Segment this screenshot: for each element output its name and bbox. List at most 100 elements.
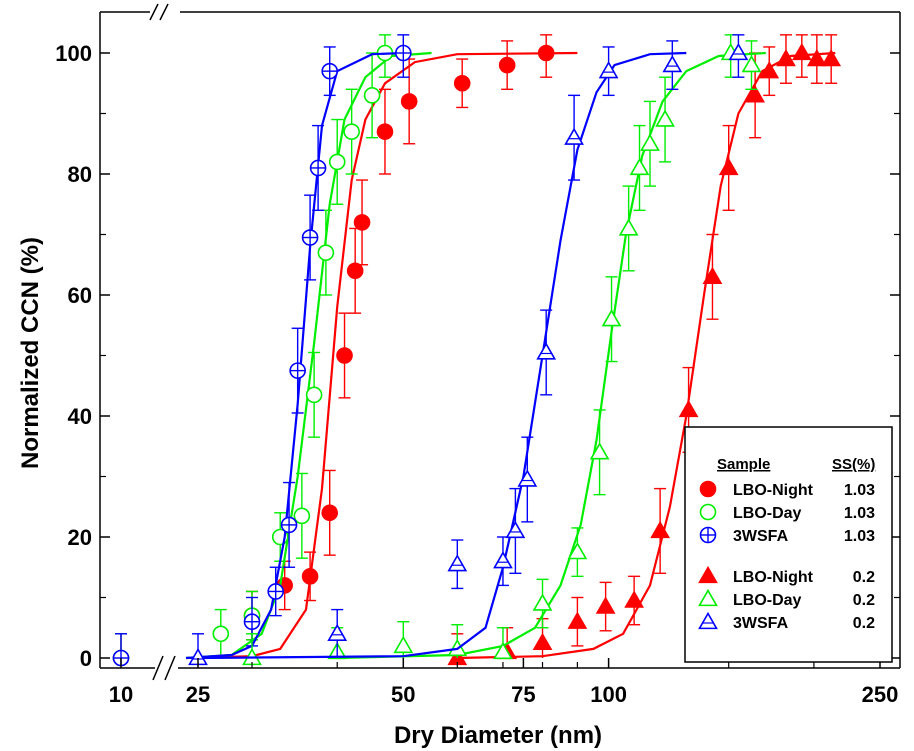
data-point — [309, 159, 327, 177]
data-point — [301, 229, 319, 246]
data-point — [343, 123, 360, 140]
x-axis-break-mark — [152, 655, 164, 681]
data-point — [791, 42, 812, 61]
data-point — [505, 520, 526, 539]
data-point — [376, 123, 394, 140]
data-point — [517, 469, 538, 487]
top-axis-break-mark — [159, 3, 169, 21]
data-point — [305, 386, 323, 404]
y-axis-title: Normalized CCN (%) — [17, 237, 44, 469]
data-point — [346, 262, 364, 280]
data-point — [759, 61, 780, 79]
data-point — [363, 87, 381, 104]
legend: Sample SS(%) LBO-Night 1.03 LBO-Day 1.03 3WS… — [684, 426, 893, 663]
data-point — [598, 61, 619, 79]
x-tick-label: 10 — [109, 682, 133, 707]
fit-curve-1 — [185, 51, 432, 660]
data-point — [493, 551, 513, 569]
data-point — [498, 56, 516, 74]
data-point — [453, 74, 471, 92]
legend-series-ss: 1.03 — [844, 505, 875, 522]
legend-marker — [698, 611, 718, 630]
data-point — [678, 399, 699, 418]
data-point — [327, 623, 348, 641]
legend-series-name: 3WSFA — [733, 615, 789, 632]
data-point — [776, 48, 796, 67]
data-point — [328, 153, 346, 171]
x-tick-label: 75 — [511, 682, 535, 707]
data-point — [806, 48, 827, 67]
legend-header-sample: Sample — [717, 456, 770, 473]
y-tick-label: 80 — [68, 162, 92, 187]
data-point — [821, 48, 842, 67]
data-point — [321, 504, 339, 522]
data-point — [564, 127, 584, 145]
legend-series-name: 3WSFA — [733, 528, 789, 545]
legend-marker — [699, 503, 717, 521]
axes: 0 20 40 60 80 100 10 25 50 75 100 250 — [55, 3, 901, 707]
x-tick-label: 250 — [862, 682, 899, 707]
legend-series-name: LBO-Day — [733, 592, 802, 609]
data-point — [393, 635, 414, 654]
data-point — [624, 590, 645, 608]
legend-box — [684, 426, 893, 663]
x-axis-title: Dry Diameter (nm) — [394, 722, 602, 749]
legend-header-ss: SS(%) — [832, 456, 875, 473]
data-point — [353, 214, 371, 231]
legend-series-ss: 1.03 — [844, 528, 875, 545]
data-point — [400, 93, 418, 110]
data-point — [655, 109, 675, 127]
y-tick-label: 20 — [68, 525, 92, 550]
y-tick-label: 100 — [55, 41, 92, 66]
y-tick-label: 0 — [80, 646, 92, 671]
data-point — [702, 266, 723, 285]
y-tick-label: 60 — [68, 283, 92, 308]
data-point — [336, 347, 353, 364]
data-point — [595, 596, 616, 614]
legend-marker — [698, 588, 718, 607]
data-point — [317, 244, 335, 261]
data-point — [532, 593, 553, 611]
legend-series-name: LBO-Day — [733, 505, 802, 522]
data-point — [537, 44, 555, 62]
data-point — [532, 632, 553, 651]
data-point — [728, 42, 749, 61]
data-point — [289, 362, 306, 379]
legend-series-name: LBO-Night — [733, 482, 814, 499]
data-point — [267, 583, 285, 600]
x-tick-label: 50 — [391, 682, 415, 707]
data-point — [321, 62, 339, 80]
data-point — [718, 157, 739, 176]
data-point — [395, 44, 412, 62]
data-point — [589, 442, 610, 460]
data-point — [493, 641, 513, 660]
data-point — [212, 625, 230, 643]
data-point — [280, 516, 298, 534]
data-point — [640, 133, 660, 151]
legend-series-name: LBO-Night — [733, 569, 814, 586]
data-point — [650, 520, 671, 539]
legend-marker — [699, 526, 717, 544]
data-point — [301, 568, 319, 585]
x-axis-break-mark — [164, 655, 176, 681]
data-point — [567, 542, 588, 560]
y-tick-label: 40 — [68, 404, 92, 429]
legend-series-ss: 0.2 — [853, 592, 875, 609]
legend-series-ss: 1.03 — [844, 482, 875, 499]
data-point — [618, 218, 639, 236]
data-point — [601, 309, 622, 327]
data-point — [629, 157, 650, 176]
fit-curve-0 — [185, 51, 578, 660]
legend-marker — [698, 565, 718, 584]
data-point — [741, 54, 762, 73]
x-tick-label: 100 — [590, 682, 627, 707]
data-point — [662, 54, 683, 73]
legend-series-ss: 0.2 — [853, 615, 875, 632]
data-point — [536, 342, 557, 360]
data-point — [243, 613, 261, 631]
x-tick-label: 25 — [186, 682, 210, 707]
data-point — [745, 85, 766, 103]
data-point — [567, 611, 588, 629]
top-axis-break-mark — [149, 3, 159, 21]
